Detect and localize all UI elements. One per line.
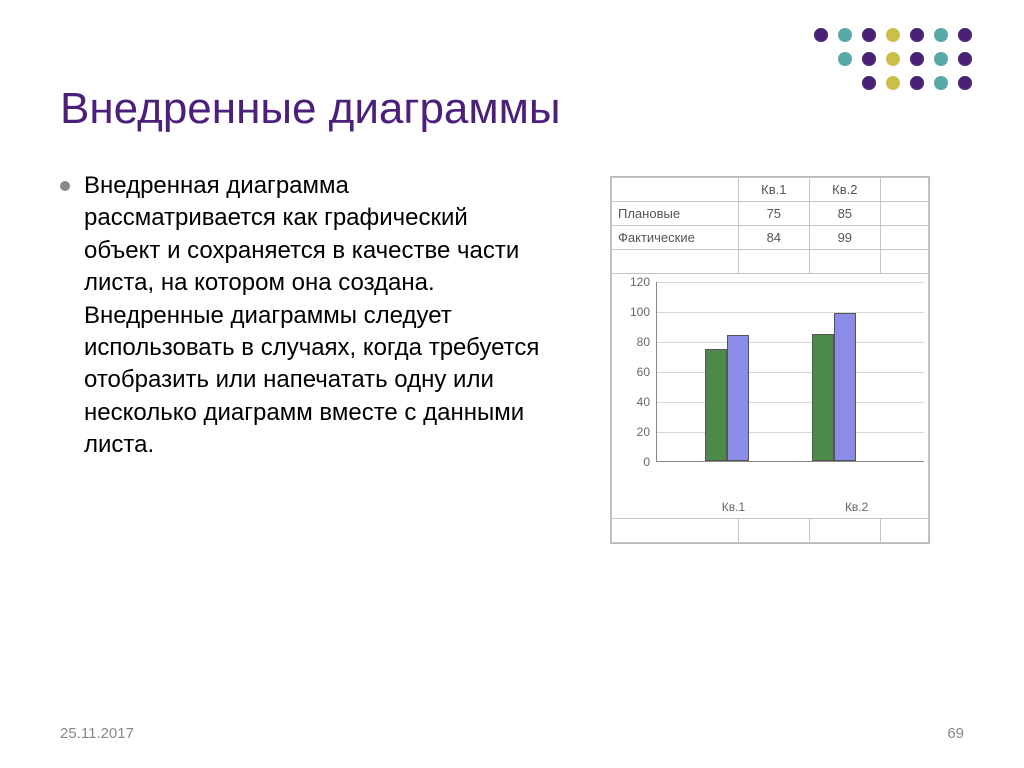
bullet-icon — [60, 181, 70, 191]
y-tick-label: 40 — [637, 395, 650, 409]
empty-cell — [612, 178, 739, 202]
bar — [705, 349, 727, 462]
cell-value: 75 — [738, 202, 809, 226]
slide: Внедренные диаграммы Внедренная диаграмм… — [0, 0, 1024, 768]
text-column: Внедренная диаграмма рассматривается как… — [60, 170, 540, 544]
bar — [834, 313, 856, 462]
embedded-spreadsheet-figure: Кв.1 Кв.2 Плановые 75 85 Фактические 84 … — [610, 176, 930, 544]
footer-page-number: 69 — [947, 725, 964, 742]
x-tick-label: Кв.1 — [711, 500, 755, 514]
x-tick-label: Кв.2 — [835, 500, 879, 514]
chart-row: 0 20 40 60 80 100 120 Кв.1 Кв.2 — [612, 274, 929, 519]
table-row: Фактические 84 99 — [612, 226, 929, 250]
bar-group — [705, 335, 749, 461]
y-tick-label: 0 — [643, 455, 650, 469]
y-axis: 020406080100120 — [616, 282, 656, 462]
empty-row — [612, 250, 929, 274]
footer-date: 25.11.2017 — [60, 725, 134, 742]
x-axis-labels: Кв.1 Кв.2 — [656, 494, 964, 516]
corner-dots-decoration — [814, 28, 976, 94]
empty-row — [612, 519, 929, 543]
chart-cell: 0 20 40 60 80 100 120 Кв.1 Кв.2 — [612, 274, 929, 519]
bullet-item: Внедренная диаграмма рассматривается как… — [60, 170, 540, 462]
empty-cell — [880, 178, 928, 202]
table-header-row: Кв.1 Кв.2 — [612, 178, 929, 202]
cell-value: 85 — [809, 202, 880, 226]
bar — [812, 334, 834, 462]
empty-cell — [880, 226, 928, 250]
row-label: Плановые — [612, 202, 739, 226]
y-tick-label: 100 — [630, 305, 650, 319]
bar-group — [812, 313, 856, 462]
bar — [727, 335, 749, 461]
body-text: Внедренная диаграмма рассматривается как… — [84, 170, 540, 462]
content-row: Внедренная диаграмма рассматривается как… — [60, 170, 964, 544]
y-tick-label: 20 — [637, 425, 650, 439]
col-header: Кв.2 — [809, 178, 880, 202]
table-row: Плановые 75 85 — [612, 202, 929, 226]
bar-chart: 020406080100120 — [616, 282, 924, 492]
plot-area — [656, 282, 924, 462]
footer: 25.11.2017 69 — [60, 725, 964, 742]
cell-value: 84 — [738, 226, 809, 250]
col-header: Кв.1 — [738, 178, 809, 202]
data-table: Кв.1 Кв.2 Плановые 75 85 Фактические 84 … — [611, 177, 929, 543]
empty-cell — [880, 202, 928, 226]
cell-value: 99 — [809, 226, 880, 250]
y-tick-label: 60 — [637, 365, 650, 379]
y-tick-label: 120 — [630, 275, 650, 289]
row-label: Фактические — [612, 226, 739, 250]
y-tick-label: 80 — [637, 335, 650, 349]
figure-column: Кв.1 Кв.2 Плановые 75 85 Фактические 84 … — [576, 170, 964, 544]
